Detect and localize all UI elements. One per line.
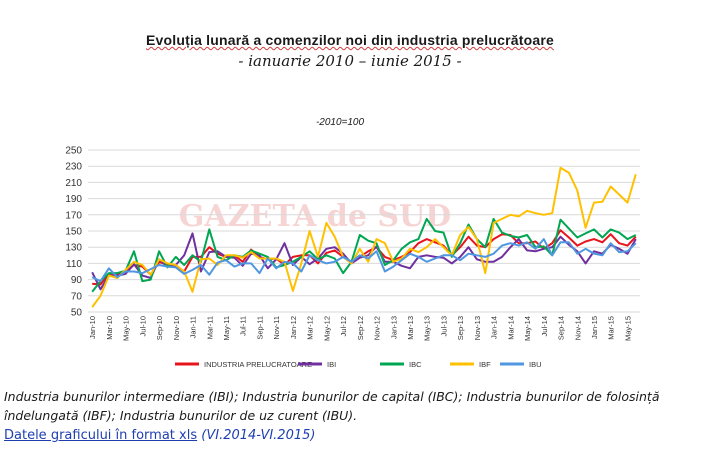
y-tick-label: 150 xyxy=(65,227,82,238)
data-link-line: Datele graficului în format xls (VI.2014… xyxy=(4,428,315,443)
x-tick-label: Sep-10 xyxy=(155,316,164,340)
x-tick-label: Jan-14 xyxy=(490,316,499,339)
y-tick-label: 250 xyxy=(65,146,82,157)
x-tick-label: Jan-15 xyxy=(590,316,599,339)
grid-lines xyxy=(88,149,640,313)
x-tick-label: Jul-14 xyxy=(540,316,549,336)
x-tick-label: Jan-11 xyxy=(189,316,198,338)
chart-period: - ianuarie 2010 – iunie 2015 - xyxy=(238,52,462,70)
chart-title: Evoluția lunară a comenzilor noi din ind… xyxy=(0,32,700,48)
y-tick-label: 170 xyxy=(65,210,82,221)
y-tick-label: 130 xyxy=(65,243,82,254)
legend-label: IBI xyxy=(327,360,336,369)
legend-label: IBC xyxy=(409,360,422,369)
x-tick-label: May-14 xyxy=(523,316,532,341)
watermark: GAZETA de SUD xyxy=(179,199,451,234)
x-tick-label: May-11 xyxy=(222,316,231,340)
y-tick-label: 190 xyxy=(65,194,82,205)
legend-label: IBF xyxy=(479,360,491,369)
y-tick-label: 70 xyxy=(71,291,83,302)
chart-area: GAZETA de SUD 50 70 90 110 130 150 170 190 210 23… xyxy=(65,146,640,369)
y-tick-label: 110 xyxy=(66,259,82,270)
x-tick-label: May-13 xyxy=(423,316,432,341)
x-tick-label: Sep-14 xyxy=(557,316,566,340)
y-tick-label: 230 xyxy=(65,162,82,173)
x-tick-label: Jul-11 xyxy=(239,316,248,336)
series-line xyxy=(91,238,637,283)
y-tick-label: 50 xyxy=(71,308,83,319)
footnote: Industria bunurilor intermediare (IBI); … xyxy=(4,389,660,423)
y-tick-label: 90 xyxy=(71,275,83,286)
x-tick-label: Jul-10 xyxy=(138,316,147,336)
x-tick-label: Sep-11 xyxy=(255,316,264,340)
x-tick-label: May-15 xyxy=(623,316,632,341)
x-axis-ticks: Jan-10 Mar-10 May-10 Jul-10 Sep-10 Nov-10 Jan-… xyxy=(88,316,632,341)
y-tick-label: 210 xyxy=(65,178,82,189)
x-tick-label: Nov-14 xyxy=(573,316,582,340)
x-tick-label: Nov-10 xyxy=(172,316,181,340)
chart-title-text: Evoluția lunară a comenzilor noi din ind… xyxy=(146,32,554,48)
x-tick-label: Jul-13 xyxy=(439,316,448,336)
data-link-period[interactable]: (VI.2014-VI.2015) xyxy=(201,428,316,443)
legend-label: IBU xyxy=(529,360,542,369)
x-tick-label: Nov-12 xyxy=(373,316,382,340)
series-line xyxy=(91,217,637,293)
x-tick-label: May-10 xyxy=(122,316,131,341)
x-tick-label: Sep-12 xyxy=(356,316,365,340)
x-tick-label: Jul-12 xyxy=(339,316,348,336)
x-tick-label: Jan-13 xyxy=(389,316,398,339)
series-lines xyxy=(91,166,637,308)
x-tick-label: May-12 xyxy=(322,316,331,341)
legend-label: INDUSTRIA PRELUCRATOARE xyxy=(204,360,312,369)
x-tick-label: Mar-14 xyxy=(506,316,515,340)
x-tick-label: Mar-11 xyxy=(205,316,214,339)
x-tick-label: Sep-13 xyxy=(456,316,465,340)
x-tick-label: Mar-13 xyxy=(406,316,415,340)
data-link[interactable]: Datele graficului în format xls xyxy=(4,428,198,443)
x-tick-label: Nov-13 xyxy=(473,316,482,340)
legend: INDUSTRIA PRELUCRATOARE IBI IBC IBF IBU xyxy=(175,360,542,369)
series-line xyxy=(91,166,637,308)
chart-subtitle: -2010=100 xyxy=(315,117,365,128)
x-tick-label: Mar-10 xyxy=(105,316,114,340)
x-tick-label: Nov-11 xyxy=(272,316,281,340)
x-tick-label: Mar-15 xyxy=(607,316,616,340)
x-tick-label: Mar-12 xyxy=(306,316,315,340)
x-tick-label: Jan-10 xyxy=(88,316,97,339)
y-axis-ticks: 50 70 90 110 130 150 170 190 210 230 250 xyxy=(65,146,82,319)
x-tick-label: Jan-12 xyxy=(289,316,298,339)
